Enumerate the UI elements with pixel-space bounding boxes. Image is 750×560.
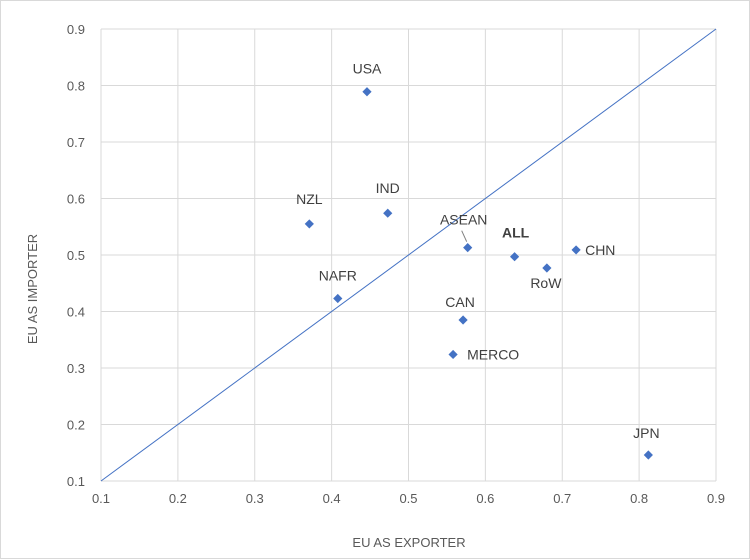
data-point-marker bbox=[643, 450, 653, 460]
x-tick-label: 0.9 bbox=[707, 491, 725, 506]
x-tick-labels: 0.1 0.2 0.3 0.4 0.5 0.6 0.7 0.8 0.9 bbox=[92, 491, 725, 506]
x-tick-label: 0.4 bbox=[323, 491, 341, 506]
x-tick-label: 0.1 bbox=[92, 491, 110, 506]
data-label: ASEAN bbox=[440, 212, 487, 228]
x-tick-label: 0.2 bbox=[169, 491, 187, 506]
data-point-marker bbox=[542, 263, 552, 273]
data-label: CAN bbox=[445, 294, 475, 310]
data-label: JPN bbox=[633, 425, 659, 441]
y-tick-label: 0.8 bbox=[67, 79, 85, 94]
data-point-marker bbox=[571, 245, 581, 255]
x-tick-label: 0.7 bbox=[553, 491, 571, 506]
leader-line bbox=[461, 230, 468, 242]
y-tick-label: 0.6 bbox=[67, 192, 85, 207]
data-label: ALL bbox=[502, 225, 530, 241]
point-labels: USA IND NZL ASEAN ALL CHN RoW NAFR CAN MERCO JPN bbox=[296, 61, 659, 441]
data-point-marker bbox=[333, 293, 343, 304]
x-tick-label: 0.5 bbox=[399, 491, 417, 506]
data-point-marker bbox=[458, 315, 468, 325]
y-axis-title: EU AS IMPORTER bbox=[25, 234, 40, 344]
data-label: IND bbox=[376, 180, 400, 196]
y-tick-labels: 0.1 0.2 0.3 0.4 0.5 0.6 0.7 0.8 0.9 bbox=[67, 22, 85, 489]
data-point-marker bbox=[463, 243, 473, 253]
y-tick-label: 0.9 bbox=[67, 22, 85, 37]
x-tick-label: 0.6 bbox=[476, 491, 494, 506]
data-label: NZL bbox=[296, 191, 323, 207]
y-tick-label: 0.7 bbox=[67, 135, 85, 150]
diagonal-reference bbox=[100, 28, 717, 482]
y-tick-label: 0.4 bbox=[67, 305, 85, 320]
y-tick-label: 0.2 bbox=[67, 418, 85, 433]
data-point-marker bbox=[304, 219, 314, 229]
data-point-marker bbox=[448, 349, 458, 360]
x-tick-label: 0.3 bbox=[246, 491, 264, 506]
data-label: USA bbox=[353, 61, 382, 77]
data-point-marker bbox=[509, 252, 520, 262]
data-label: MERCO bbox=[467, 346, 519, 362]
x-tick-label: 0.8 bbox=[630, 491, 648, 506]
reference-line bbox=[100, 28, 717, 482]
y-tick-label: 0.3 bbox=[67, 361, 85, 376]
data-label: CHN bbox=[585, 242, 615, 258]
x-axis-title: EU AS EXPORTER bbox=[352, 535, 465, 550]
data-point-marker bbox=[362, 87, 372, 97]
y-tick-label: 0.5 bbox=[67, 248, 85, 263]
data-point-marker bbox=[383, 208, 393, 218]
y-tick-label: 0.1 bbox=[67, 474, 85, 489]
data-label: NAFR bbox=[319, 268, 357, 284]
data-label: RoW bbox=[530, 275, 562, 291]
data-points bbox=[304, 87, 653, 460]
